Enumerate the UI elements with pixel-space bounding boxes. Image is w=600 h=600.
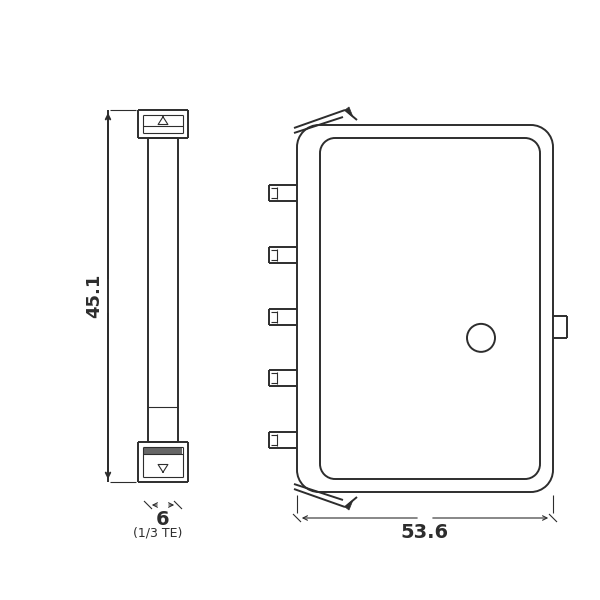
Text: 45.1: 45.1 — [85, 274, 103, 318]
Text: 6: 6 — [156, 510, 170, 529]
Text: (1/3 TE): (1/3 TE) — [133, 526, 182, 539]
Text: 53.6: 53.6 — [401, 523, 449, 542]
Polygon shape — [345, 500, 353, 510]
Polygon shape — [345, 107, 353, 117]
Bar — [144, 447, 182, 454]
